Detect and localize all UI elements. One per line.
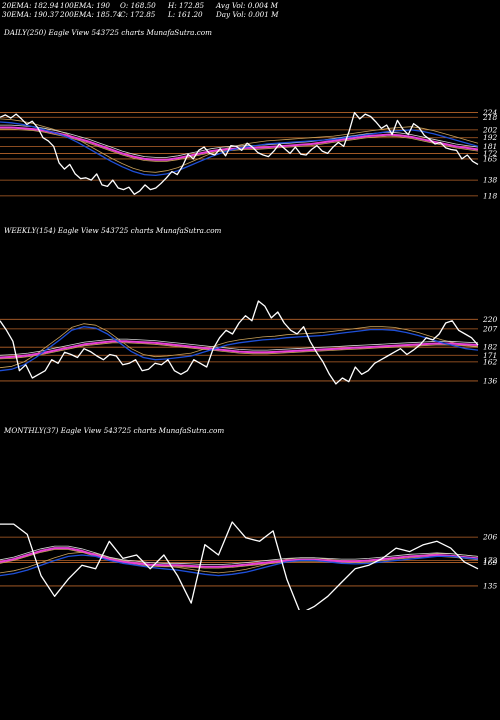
price-level-label: 192 xyxy=(483,133,498,142)
ema-long-line xyxy=(0,547,479,568)
price-line xyxy=(0,521,479,610)
price-level-label: 136 xyxy=(483,376,498,385)
avg-vol-value: Avg Vol: 0.004 M xyxy=(216,1,278,10)
close-value: C: 172.85 xyxy=(120,10,156,19)
price-level-label: 165 xyxy=(483,154,498,163)
ema-gold-line xyxy=(0,549,479,569)
ema100-value: 100EMA: 190 xyxy=(60,1,110,10)
ema-pale-line xyxy=(0,338,479,356)
ema-gold-line xyxy=(0,342,479,360)
price-level-label: 162 xyxy=(483,357,498,366)
high-value: H: 172.85 xyxy=(168,1,205,10)
ema200-value: 200EMA: 185.74 xyxy=(60,10,122,19)
price-level-label: 172 xyxy=(483,556,498,565)
indicator-header: 20EMA: 182.94 100EMA: 190 O: 168.50 H: 1… xyxy=(2,1,498,21)
price-level-label: 181 xyxy=(483,142,497,151)
ema-long-line xyxy=(0,340,479,359)
ema-short-line xyxy=(0,326,479,372)
price-level-label: 206 xyxy=(482,533,498,542)
price-level-label: 182 xyxy=(483,343,498,352)
ema30-value: 30EMA: 190.37 xyxy=(2,10,59,19)
ema-gold-line xyxy=(0,128,479,162)
price-level-label: 135 xyxy=(483,581,498,590)
price-level-label: 118 xyxy=(483,191,498,200)
ema-pale-line xyxy=(0,545,479,565)
price-level-label: 224 xyxy=(482,108,498,117)
price-line xyxy=(0,111,479,195)
price-level-label: 172 xyxy=(483,149,498,158)
monthly-panel-title: MONTHLY(37) Eagle View 543725 charts Mun… xyxy=(4,426,225,435)
low-value: L: 161.20 xyxy=(168,10,203,19)
ema-gold-line xyxy=(0,323,479,369)
price-level-label: 207 xyxy=(482,324,498,333)
ema-pale-line xyxy=(0,124,479,158)
price-line xyxy=(0,300,479,385)
price-level-label: 169 xyxy=(483,558,498,567)
price-level-label: 138 xyxy=(483,176,498,185)
price-level-label: 202 xyxy=(482,125,498,134)
weekly-panel-title: WEEKLY(154) Eagle View 543725 charts Mun… xyxy=(4,226,222,235)
daily-panel-title: DAILY(250) Eagle View 543725 charts Muna… xyxy=(4,28,212,37)
open-value: O: 168.50 xyxy=(120,1,156,10)
day-vol-value: Day Vol: 0.001 M xyxy=(216,10,279,19)
price-level-label: 171 xyxy=(483,351,497,360)
price-level-label: 220 xyxy=(482,315,498,324)
price-level-label: 218 xyxy=(482,113,498,122)
ema20-value: 20EMA: 182.94 xyxy=(2,1,59,10)
ema-short-line xyxy=(0,554,479,577)
